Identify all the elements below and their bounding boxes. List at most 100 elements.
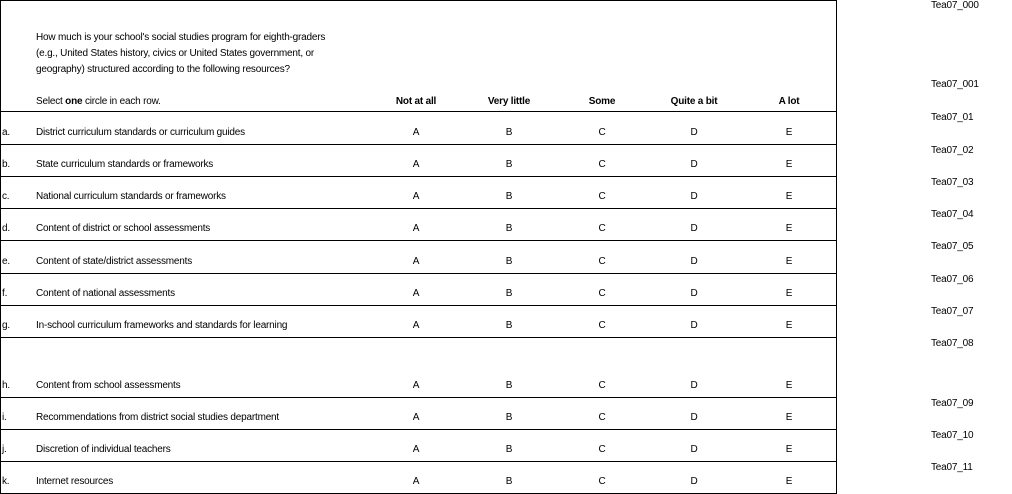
question-line-2: (e.g., United States history, civics or … (36, 48, 315, 59)
response-option-e[interactable]: E (785, 476, 793, 487)
response-option-b[interactable]: B (505, 159, 513, 170)
response-option-a[interactable]: A (412, 476, 420, 487)
response-option-d[interactable]: D (690, 320, 698, 331)
response-option-e[interactable]: E (785, 191, 793, 202)
response-option-d[interactable]: D (690, 412, 698, 423)
row-letter: b. (2, 159, 10, 170)
row-divider (0, 429, 836, 430)
response-option-e[interactable]: E (785, 320, 793, 331)
response-option-a[interactable]: A (412, 159, 420, 170)
response-option-e[interactable]: E (785, 380, 793, 391)
column-header-quite-a-bit: Quite a bit (670, 96, 718, 107)
row-label: Content of national assessments (36, 288, 175, 299)
response-option-d[interactable]: D (690, 191, 698, 202)
row-code: Tea07_06 (931, 274, 974, 285)
row-code: Tea07_01 (931, 112, 974, 123)
response-option-b[interactable]: B (505, 476, 513, 487)
response-option-c[interactable]: C (598, 256, 606, 267)
response-option-a[interactable]: A (412, 288, 420, 299)
code-instruction: Tea07_001 (931, 79, 979, 90)
response-option-b[interactable]: B (505, 127, 513, 138)
row-divider (0, 111, 836, 112)
row-letter: g. (2, 320, 10, 331)
column-header-some: Some (588, 96, 616, 107)
row-label: District curriculum standards or curricu… (36, 127, 245, 138)
row-letter: f. (2, 288, 8, 299)
row-divider (0, 144, 836, 145)
row-code: Tea07_04 (931, 209, 974, 220)
row-divider (0, 208, 836, 209)
row-label: Content from school assessments (36, 380, 181, 391)
response-option-d[interactable]: D (690, 159, 698, 170)
row-code: Tea07_02 (931, 145, 974, 156)
row-code: Tea07_05 (931, 241, 974, 252)
row-divider (0, 273, 836, 274)
row-label: Recommendations from district social stu… (36, 412, 279, 423)
response-option-e[interactable]: E (785, 288, 793, 299)
response-option-c[interactable]: C (598, 320, 606, 331)
code-question: Tea07_000 (931, 0, 979, 11)
response-option-a[interactable]: A (412, 320, 420, 331)
response-option-c[interactable]: C (598, 476, 606, 487)
column-header-not-at-all: Not at all (395, 96, 437, 107)
response-option-a[interactable]: A (412, 223, 420, 234)
column-header-very-little: Very little (487, 96, 531, 107)
response-option-b[interactable]: B (505, 223, 513, 234)
response-option-e[interactable]: E (785, 127, 793, 138)
response-option-a[interactable]: A (412, 127, 420, 138)
row-divider (0, 176, 836, 177)
response-option-b[interactable]: B (505, 444, 513, 455)
response-option-c[interactable]: C (598, 412, 606, 423)
column-header-a-lot: A lot (778, 96, 800, 107)
instruction-pre: Select (36, 96, 66, 107)
row-letter: d. (2, 223, 10, 234)
row-label: Discretion of individual teachers (36, 444, 171, 455)
instruction-bold: one (65, 96, 83, 107)
response-option-d[interactable]: D (690, 444, 698, 455)
response-option-c[interactable]: C (598, 191, 606, 202)
response-option-d[interactable]: D (690, 256, 698, 267)
response-option-c[interactable]: C (598, 444, 606, 455)
row-code: Tea07_07 (931, 306, 974, 317)
row-label: Content of state/district assessments (36, 256, 193, 267)
response-option-e[interactable]: E (785, 159, 793, 170)
row-divider (0, 305, 836, 306)
question-line-3: geography) structured according to the f… (36, 64, 290, 75)
response-option-c[interactable]: C (598, 223, 606, 234)
response-option-e[interactable]: E (785, 444, 793, 455)
row-divider (0, 337, 836, 338)
response-option-a[interactable]: A (412, 256, 420, 267)
instruction-post: circle in each row. (82, 96, 161, 107)
response-option-b[interactable]: B (505, 288, 513, 299)
response-option-d[interactable]: D (690, 223, 698, 234)
response-option-a[interactable]: A (412, 412, 420, 423)
response-option-c[interactable]: C (598, 127, 606, 138)
response-option-c[interactable]: C (598, 288, 606, 299)
row-letter: e. (2, 256, 10, 267)
row-code: Tea07_08 (931, 338, 974, 349)
response-option-b[interactable]: B (505, 412, 513, 423)
response-option-a[interactable]: A (412, 191, 420, 202)
response-option-c[interactable]: C (598, 159, 606, 170)
response-option-b[interactable]: B (505, 256, 513, 267)
response-option-a[interactable]: A (412, 444, 420, 455)
row-code: Tea07_10 (931, 430, 974, 441)
response-option-b[interactable]: B (505, 320, 513, 331)
row-letter: k. (2, 476, 10, 487)
row-label: In-school curriculum frameworks and stan… (36, 320, 288, 331)
response-option-e[interactable]: E (785, 412, 793, 423)
response-option-d[interactable]: D (690, 476, 698, 487)
response-option-a[interactable]: A (412, 380, 420, 391)
response-option-e[interactable]: E (785, 223, 793, 234)
row-letter: c. (2, 191, 10, 202)
response-option-d[interactable]: D (690, 288, 698, 299)
response-option-b[interactable]: B (505, 191, 513, 202)
row-label: National curriculum standards or framewo… (36, 191, 226, 202)
row-label: State curriculum standards or frameworks (36, 159, 214, 170)
response-option-d[interactable]: D (690, 380, 698, 391)
response-option-b[interactable]: B (505, 380, 513, 391)
row-code: Tea07_11 (931, 462, 973, 473)
response-option-e[interactable]: E (785, 256, 793, 267)
response-option-c[interactable]: C (598, 380, 606, 391)
response-option-d[interactable]: D (690, 127, 698, 138)
